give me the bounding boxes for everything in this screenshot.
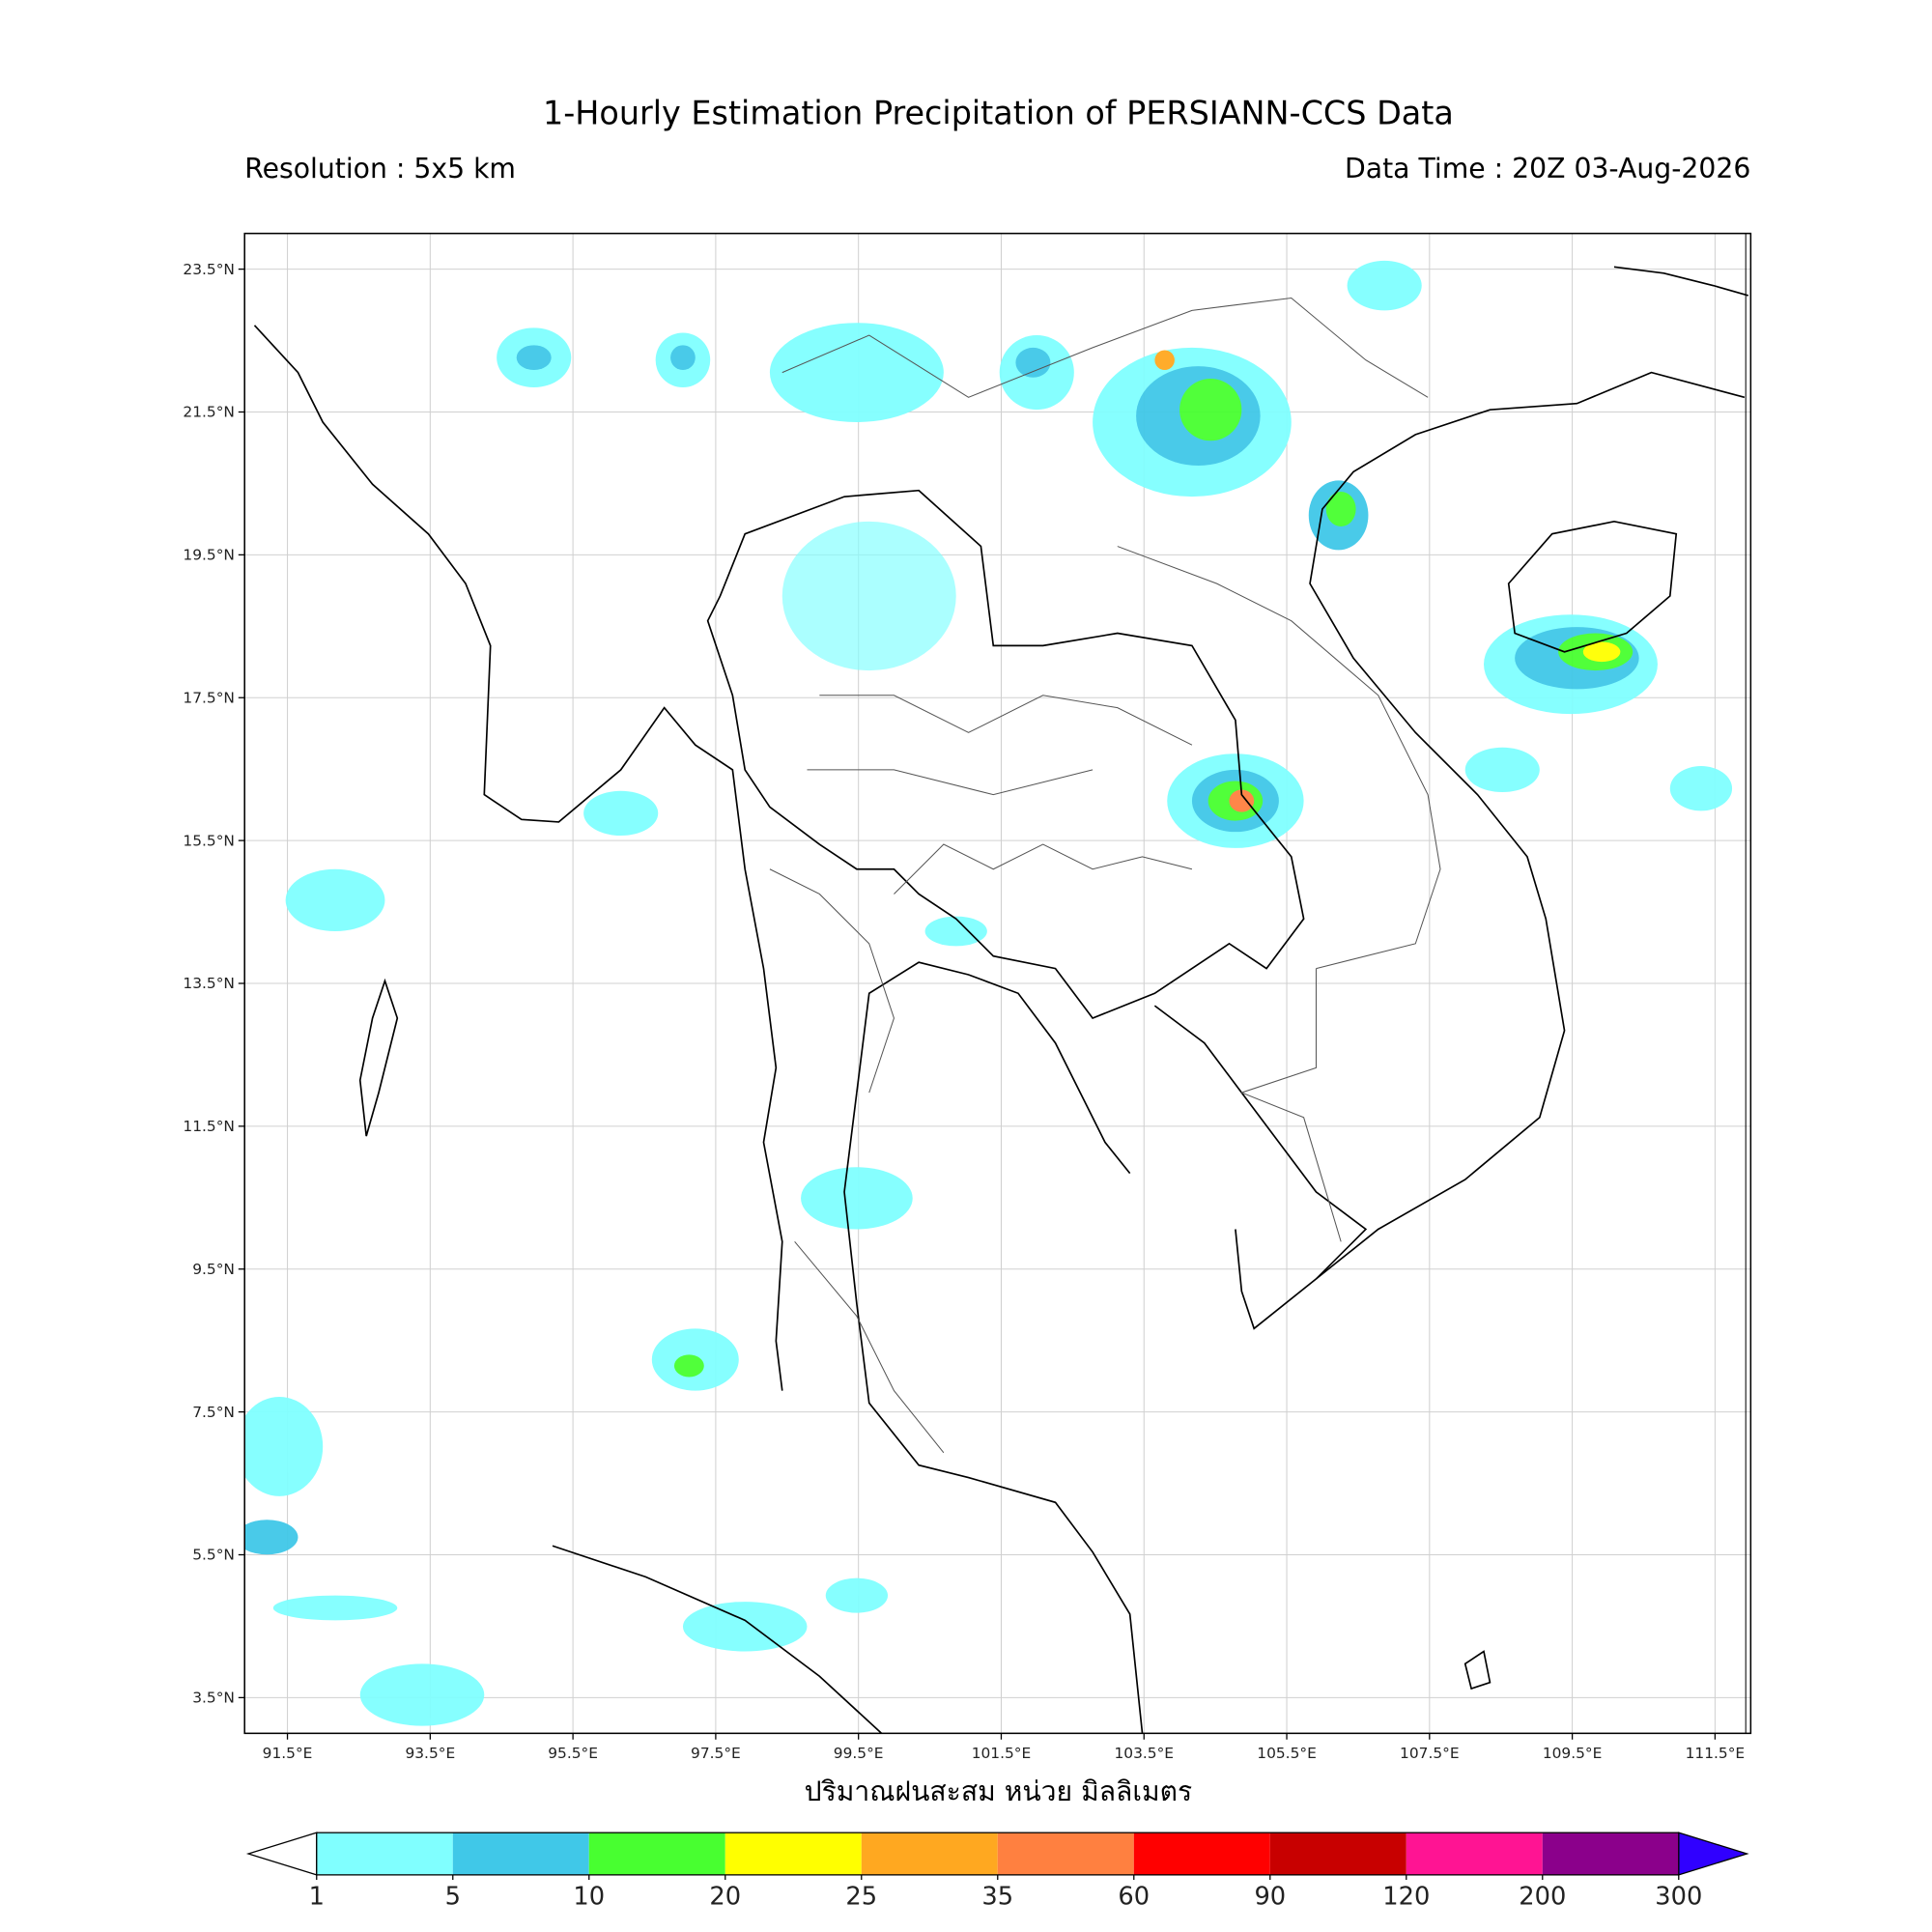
x-tick-label: 111.5°E	[1686, 1745, 1746, 1762]
colorbar-label: 90	[1254, 1883, 1286, 1912]
rain-area	[1347, 260, 1422, 311]
colorbar-segment	[316, 1833, 453, 1875]
rain-area	[1154, 350, 1175, 371]
rain-field	[244, 260, 1733, 1726]
rain-area	[1464, 747, 1540, 793]
coastline	[1153, 1005, 1368, 1330]
x-tick-label: 99.5°E	[834, 1745, 884, 1762]
rain-area	[1179, 379, 1242, 441]
coastline	[253, 325, 783, 1391]
map: 91.5°E 93.5°E 95.5°E 97.5°E 99.5°E 101.5°E 103…	[183, 232, 1752, 1762]
colorbar-label: 200	[1519, 1883, 1566, 1912]
colorbar: 1 5 10 20 25 35 60 90 120 200 300	[245, 1832, 1749, 1912]
rain-area	[924, 916, 987, 947]
y-tick-label: 15.5°N	[183, 832, 235, 849]
data-time: Data Time : 20Z 03-Aug-2026	[1345, 153, 1750, 185]
rain-area	[1325, 491, 1356, 526]
colorbar-segment	[1269, 1833, 1406, 1875]
rain-area	[244, 1397, 324, 1496]
borders	[706, 297, 1441, 1454]
coastline	[1309, 371, 1746, 1280]
rain-area	[825, 1577, 889, 1613]
rain-area	[1015, 347, 1051, 378]
rain-area	[285, 868, 385, 932]
coastline	[843, 1093, 1144, 1734]
y-tick-label: 19.5°N	[183, 547, 235, 564]
colorbar-label: 60	[1118, 1883, 1150, 1912]
x-tick-label: 107.5°E	[1400, 1745, 1460, 1762]
rain-area	[1229, 789, 1255, 812]
y-tick-label: 21.5°N	[183, 404, 235, 421]
colorbar-segment	[997, 1833, 1134, 1875]
rain-area	[781, 521, 956, 671]
rain-area	[673, 1354, 704, 1378]
coastline	[552, 1545, 883, 1734]
colorbar-label: 20	[709, 1883, 741, 1912]
y-tick-label: 7.5°N	[192, 1404, 235, 1421]
coastline	[358, 978, 399, 1137]
colorbar-label: 1	[309, 1883, 325, 1912]
coastlines	[253, 266, 1748, 1734]
rain-area	[682, 1602, 808, 1652]
rain-area	[769, 323, 944, 423]
x-tick-label: 101.5°E	[972, 1745, 1032, 1762]
ticks: 91.5°E 93.5°E 95.5°E 97.5°E 99.5°E 101.5°E 103…	[183, 261, 1745, 1762]
colorbar-under	[245, 1832, 318, 1876]
y-tick-label: 23.5°N	[183, 261, 235, 278]
colorbar-segment	[1133, 1833, 1270, 1875]
rain-area	[583, 790, 659, 837]
y-tick-label: 17.5°N	[183, 689, 235, 706]
y-tick-label: 11.5°N	[183, 1118, 235, 1135]
colorbar-label: 25	[845, 1883, 877, 1912]
x-tick-label: 95.5°E	[548, 1745, 598, 1762]
x-tick-label: 97.5°E	[691, 1745, 741, 1762]
colorbar-segment	[861, 1833, 998, 1875]
rain-area	[359, 1663, 485, 1726]
x-label: ปริมาณฝนสะสม หน่วย มิลลิเมตร	[805, 1776, 1193, 1807]
rain-area	[1669, 766, 1733, 811]
coastline	[856, 961, 1131, 1175]
colorbar-segment	[452, 1833, 589, 1875]
rain-area	[1582, 641, 1621, 663]
colorbar-segment	[724, 1833, 862, 1875]
border	[706, 489, 1305, 1019]
colorbar-label: 300	[1655, 1883, 1702, 1912]
y-tick-label: 13.5°N	[183, 975, 235, 992]
x-tick-label: 93.5°E	[405, 1745, 455, 1762]
colorbar-segment	[1542, 1833, 1679, 1875]
colorbar-segment	[1406, 1833, 1543, 1875]
rain-area	[801, 1167, 913, 1230]
x-tick-label: 105.5°E	[1257, 1745, 1317, 1762]
rain-area	[244, 1520, 298, 1555]
grid	[244, 233, 1751, 1734]
rain-area	[516, 345, 552, 371]
y-tick-label: 5.5°N	[192, 1547, 235, 1564]
colorbar-label: 10	[573, 1883, 605, 1912]
y-tick-label: 3.5°N	[192, 1690, 235, 1707]
colorbar-over	[1678, 1832, 1749, 1876]
y-tick-label: 9.5°N	[192, 1261, 235, 1278]
country-border	[781, 297, 1441, 1242]
resolution: Resolution : 5x5 km	[244, 153, 516, 185]
colorbar-label: 5	[445, 1883, 461, 1912]
x-tick-label: 109.5°E	[1543, 1745, 1603, 1762]
rain-area	[670, 345, 696, 371]
coastline	[1463, 1650, 1492, 1690]
coastline	[1507, 520, 1678, 653]
province-border	[769, 695, 1193, 1454]
colorbar-segment	[588, 1833, 725, 1875]
coastline	[1613, 266, 1748, 297]
title: 1-Hourly Estimation Precipitation of PER…	[543, 95, 1454, 132]
colorbar-label: 35	[981, 1883, 1013, 1912]
x-tick-label: 103.5°E	[1114, 1745, 1174, 1762]
x-tick-label: 91.5°E	[263, 1745, 313, 1762]
colorbar-label: 120	[1382, 1883, 1430, 1912]
rain-area	[272, 1595, 398, 1621]
